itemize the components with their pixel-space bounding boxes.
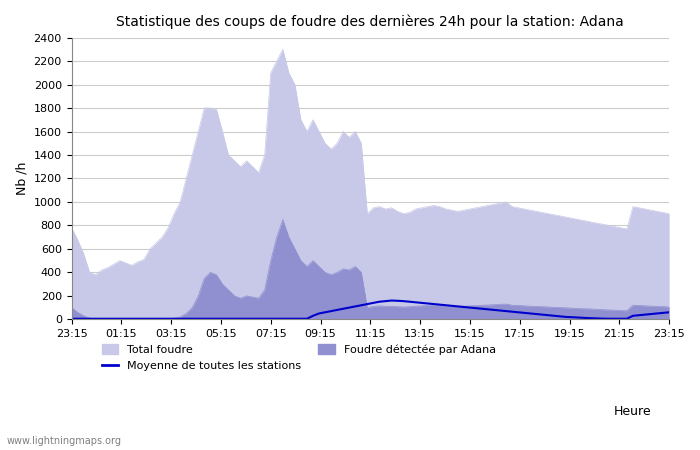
Text: Heure: Heure (613, 405, 651, 418)
Title: Statistique des coups de foudre des dernières 24h pour la station: Adana: Statistique des coups de foudre des dern… (116, 15, 624, 30)
Y-axis label: Nb /h: Nb /h (15, 162, 28, 195)
Legend: Total foudre, Moyenne de toutes les stations, Foudre détectée par Adana: Total foudre, Moyenne de toutes les stat… (97, 340, 500, 376)
Text: www.lightningmaps.org: www.lightningmaps.org (7, 436, 122, 446)
